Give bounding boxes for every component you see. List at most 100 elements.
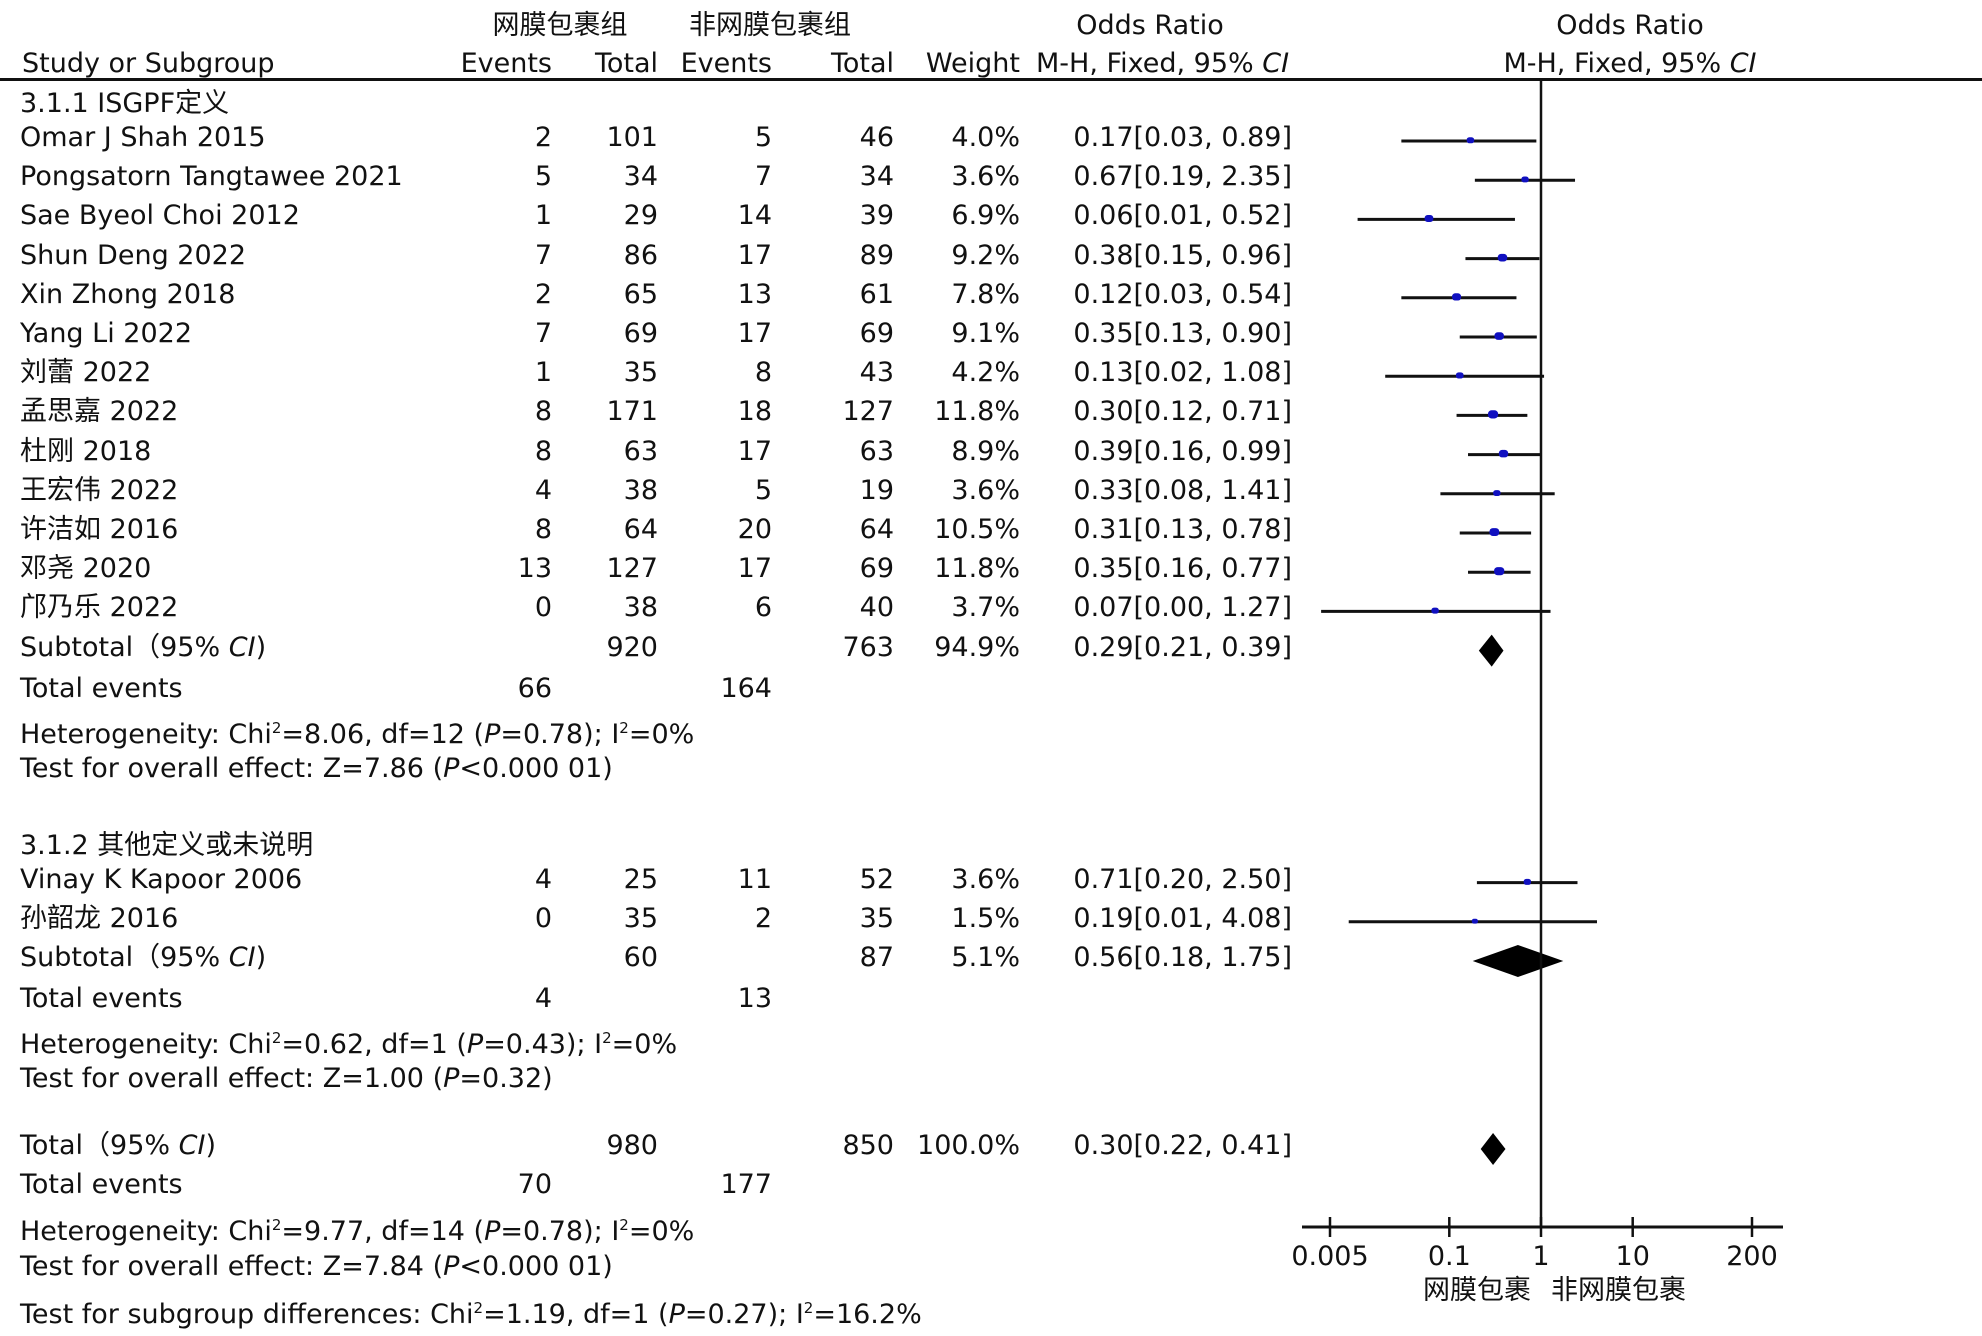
or-header: Odds Ratio xyxy=(1076,10,1224,41)
events1-value: 8 xyxy=(534,514,552,545)
total1-value: 34 xyxy=(623,161,658,193)
or-ci-value: 0.38[0.15, 0.96] xyxy=(1073,239,1292,271)
total-label: Total（95% CI) xyxy=(20,1130,217,1161)
total1-value: 29 xyxy=(623,200,658,232)
total2-value: 69 xyxy=(859,553,894,585)
total-events2: 177 xyxy=(720,1169,772,1200)
weight-value: 7.8% xyxy=(951,278,1020,310)
total1-value: 171 xyxy=(606,396,658,428)
study-column-header: Study or Subgroup xyxy=(22,48,275,79)
events2-value: 11 xyxy=(737,863,772,895)
events2-value: 17 xyxy=(737,318,772,349)
events1-value: 2 xyxy=(534,122,552,153)
x-tick-label: 0.1 xyxy=(1428,1241,1471,1272)
point-estimate xyxy=(1494,332,1504,340)
total2-value: 69 xyxy=(859,318,894,349)
weight-value: 6.9% xyxy=(951,200,1020,232)
subtotal-label: Subtotal（95% CI) xyxy=(20,942,267,973)
total1-value: 25 xyxy=(623,863,658,895)
weight-value: 10.5% xyxy=(934,514,1020,545)
events2-value: 8 xyxy=(754,357,772,389)
events1-value: 0 xyxy=(534,902,552,934)
weight-value: 3.6% xyxy=(951,161,1020,193)
total1-header: Total xyxy=(594,48,658,79)
heterogeneity-text: Heterogeneity: Chi2=0.62, df=1 (P=0.43);… xyxy=(20,1029,678,1060)
or-ci-value: 0.06[0.01, 0.52] xyxy=(1073,200,1292,232)
study-name: 孙韶龙 2016 xyxy=(20,902,179,934)
weight-value: 9.1% xyxy=(951,318,1020,349)
weight-value: 3.6% xyxy=(951,474,1020,506)
events2-value: 13 xyxy=(737,278,772,310)
or-ci-value: 0.35[0.16, 0.77] xyxy=(1073,553,1292,585)
subtotal-or-ci: 0.29[0.21, 0.39] xyxy=(1073,631,1292,663)
overall-effect-text: Test for overall effect: Z=7.86 (P<0.000… xyxy=(20,752,613,784)
total2-value: 43 xyxy=(859,357,894,389)
events1-header: Events xyxy=(460,48,552,79)
total-events-label: Total events xyxy=(20,672,183,704)
weight-value: 9.2% xyxy=(951,239,1020,271)
summary-diamond xyxy=(1472,945,1564,977)
study-name: Vinay K Kapoor 2006 xyxy=(20,863,303,895)
point-estimate xyxy=(1431,607,1439,614)
subtotal-total1: 920 xyxy=(606,631,658,663)
total1-value: 69 xyxy=(623,318,658,349)
study-name: 孟思嘉 2022 xyxy=(20,396,179,428)
total2-value: 61 xyxy=(859,278,894,310)
overall-effect-text: Test for overall effect: Z=7.84 (P<0.000… xyxy=(20,1251,613,1282)
or-ci-value: 0.67[0.19, 2.35] xyxy=(1073,161,1292,193)
or-ci-value: 0.71[0.20, 2.50] xyxy=(1073,863,1292,895)
study-name: Omar J Shah 2015 xyxy=(20,122,266,153)
point-estimate xyxy=(1452,293,1462,301)
point-estimate xyxy=(1489,528,1500,536)
favours-right-label: 非网膜包裹 xyxy=(1551,1275,1686,1306)
study-name: Yang Li 2022 xyxy=(20,318,192,349)
point-estimate xyxy=(1497,253,1508,262)
events1-value: 7 xyxy=(534,318,552,349)
overall-effect-text: Test for overall effect: Z=1.00 (P=0.32) xyxy=(20,1063,553,1094)
events1-value: 0 xyxy=(534,592,552,624)
events1-value: 4 xyxy=(534,863,552,895)
events2-value: 17 xyxy=(737,435,772,467)
point-estimate xyxy=(1521,176,1529,183)
subtotal-total2: 763 xyxy=(842,631,894,663)
study-name: Shun Deng 2022 xyxy=(20,239,247,271)
or-ci-value: 0.07[0.00, 1.27] xyxy=(1073,592,1292,624)
total2-value: 46 xyxy=(859,122,894,153)
study-name: Sae Byeol Choi 2012 xyxy=(20,200,300,232)
weight-value: 4.2% xyxy=(951,357,1020,389)
subtotal-total2: 87 xyxy=(859,942,894,973)
weight-value: 3.7% xyxy=(951,592,1020,624)
events2-header: Events xyxy=(680,48,772,79)
total2-value: 35 xyxy=(859,902,894,934)
events1-value: 8 xyxy=(534,396,552,428)
events1-value: 8 xyxy=(534,435,552,467)
subtotal-label: Subtotal（95% CI) xyxy=(20,631,267,663)
events2-value: 18 xyxy=(737,396,772,428)
point-estimate xyxy=(1455,372,1464,379)
total2-header: Total xyxy=(830,48,894,79)
events1-value: 7 xyxy=(534,239,552,271)
total2-value: 63 xyxy=(859,435,894,467)
total2-value: 39 xyxy=(859,200,894,232)
or-ci-value: 0.35[0.13, 0.90] xyxy=(1073,318,1292,349)
study-name: 王宏伟 2022 xyxy=(20,474,179,506)
total1-value: 38 xyxy=(623,592,658,624)
summary-diamond xyxy=(1478,634,1504,667)
events2-value: 5 xyxy=(754,474,772,506)
or-ci-value: 0.17[0.03, 0.89] xyxy=(1073,122,1292,153)
total1-value: 35 xyxy=(623,357,658,389)
weight-header: Weight xyxy=(925,48,1020,79)
total-weight: 100.0% xyxy=(917,1130,1020,1161)
total1-value: 64 xyxy=(623,514,658,545)
group2-header: 非网膜包裹组 xyxy=(689,10,851,41)
events1-value: 2 xyxy=(534,278,552,310)
events2-value: 6 xyxy=(754,592,772,624)
or-ci-value: 0.33[0.08, 1.41] xyxy=(1073,474,1292,506)
point-estimate xyxy=(1424,215,1434,223)
or-ci-value: 0.12[0.03, 0.54] xyxy=(1073,278,1292,310)
study-name: 邝乃乐 2022 xyxy=(20,592,179,624)
total1-value: 86 xyxy=(623,239,658,271)
subtotal-or-ci: 0.56[0.18, 1.75] xyxy=(1073,942,1292,973)
method-header: M-H, Fixed, 95% CI xyxy=(1036,48,1290,79)
subgroup-label: 3.1.2 其他定义或未说明 xyxy=(20,829,314,861)
